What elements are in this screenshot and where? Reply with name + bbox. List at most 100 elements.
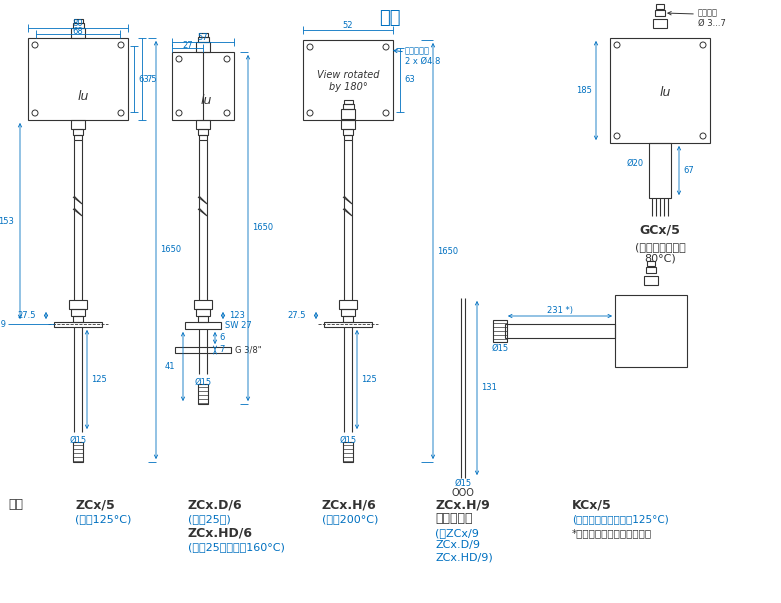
Text: 185: 185 bbox=[576, 86, 592, 95]
Bar bbox=[71, 309, 85, 316]
Text: 1650: 1650 bbox=[437, 247, 458, 256]
Text: Ø20: Ø20 bbox=[627, 159, 644, 168]
Bar bbox=[198, 37, 209, 42]
Text: 123: 123 bbox=[229, 311, 245, 320]
Text: G 3/8": G 3/8" bbox=[235, 346, 262, 355]
Text: *）其他尺寸可根据要求提供: *）其他尺寸可根据要求提供 bbox=[572, 528, 652, 538]
Bar bbox=[69, 300, 87, 309]
Bar bbox=[343, 129, 353, 135]
Text: 夹紧范围
Ø 3...7: 夹紧范围 Ø 3...7 bbox=[698, 8, 726, 27]
Bar bbox=[198, 129, 208, 135]
Bar bbox=[71, 120, 85, 129]
Bar bbox=[73, 316, 83, 322]
Text: Ømax 19: Ømax 19 bbox=[0, 320, 6, 329]
Bar bbox=[175, 347, 231, 353]
Text: 间隙孔尺寸
2 x Ø4.8: 间隙孔尺寸 2 x Ø4.8 bbox=[405, 46, 440, 65]
Text: ZCx.D/9: ZCx.D/9 bbox=[435, 540, 480, 550]
Bar bbox=[655, 10, 665, 16]
Bar bbox=[343, 316, 353, 322]
Text: 27.5: 27.5 bbox=[287, 311, 306, 320]
Text: 52: 52 bbox=[343, 22, 353, 31]
Bar bbox=[54, 322, 102, 327]
Text: Ø15: Ø15 bbox=[491, 344, 508, 353]
Bar bbox=[343, 104, 354, 109]
Text: 67: 67 bbox=[683, 166, 694, 175]
Bar bbox=[74, 19, 83, 23]
Text: ZCx.H/6: ZCx.H/6 bbox=[322, 499, 376, 511]
Text: (用于管道安装，最高125°C): (用于管道安装，最高125°C) bbox=[572, 514, 669, 524]
Text: ZCx.HD/9): ZCx.HD/9) bbox=[435, 552, 493, 562]
Bar bbox=[185, 322, 221, 329]
Bar bbox=[341, 120, 355, 129]
Bar bbox=[28, 38, 128, 120]
Bar bbox=[324, 322, 372, 327]
Bar bbox=[649, 143, 671, 198]
Bar bbox=[653, 19, 667, 28]
Text: 1650: 1650 bbox=[252, 224, 273, 233]
Text: (高达200°C): (高达200°C) bbox=[322, 514, 378, 524]
Text: 80: 80 bbox=[73, 19, 84, 28]
Bar bbox=[172, 52, 234, 120]
Text: Ø15: Ø15 bbox=[340, 435, 357, 444]
Bar bbox=[505, 324, 615, 338]
Text: 68: 68 bbox=[73, 27, 84, 36]
Bar bbox=[341, 109, 355, 119]
Text: lu: lu bbox=[659, 86, 671, 99]
Text: 41: 41 bbox=[165, 362, 175, 371]
Bar bbox=[73, 23, 84, 28]
Text: Ø15: Ø15 bbox=[455, 479, 472, 487]
Text: (最高125°C): (最高125°C) bbox=[75, 514, 131, 524]
Text: 63: 63 bbox=[404, 75, 415, 84]
Text: 131: 131 bbox=[481, 384, 497, 393]
Bar bbox=[303, 40, 393, 120]
Text: 7: 7 bbox=[219, 346, 224, 355]
Text: 27.5: 27.5 bbox=[17, 311, 36, 320]
Text: 63: 63 bbox=[138, 75, 148, 83]
Text: Ø15: Ø15 bbox=[194, 377, 212, 387]
Text: (用于壁挂，最高
80°C): (用于壁挂，最高 80°C) bbox=[635, 242, 686, 264]
Text: 231 *): 231 *) bbox=[547, 306, 573, 315]
Text: 125: 125 bbox=[361, 375, 376, 384]
Bar bbox=[646, 267, 656, 273]
Text: 6: 6 bbox=[219, 333, 224, 343]
Bar bbox=[196, 120, 210, 129]
Bar bbox=[196, 309, 210, 316]
Bar bbox=[194, 300, 212, 309]
Bar bbox=[71, 28, 85, 38]
Bar bbox=[198, 384, 208, 404]
Text: 传感器部分: 传感器部分 bbox=[435, 513, 473, 525]
Text: KCx/5: KCx/5 bbox=[572, 499, 612, 511]
Bar bbox=[344, 135, 352, 140]
Bar bbox=[344, 100, 353, 104]
Bar bbox=[656, 4, 664, 9]
Text: 尺寸: 尺寸 bbox=[380, 9, 401, 27]
Text: 75: 75 bbox=[146, 75, 157, 83]
Text: View rotated: View rotated bbox=[317, 70, 380, 80]
Bar bbox=[73, 442, 83, 462]
Text: Ø15: Ø15 bbox=[70, 435, 87, 444]
Bar bbox=[615, 295, 687, 367]
Text: ZCx.HD/6: ZCx.HD/6 bbox=[188, 526, 253, 540]
Text: lu: lu bbox=[77, 89, 89, 103]
Bar bbox=[493, 320, 507, 342]
Text: 系列: 系列 bbox=[8, 499, 23, 511]
Bar bbox=[610, 38, 710, 143]
Text: SW 27: SW 27 bbox=[225, 321, 251, 329]
Bar bbox=[196, 42, 210, 52]
Text: ZCx/5: ZCx/5 bbox=[75, 499, 115, 511]
Bar bbox=[74, 135, 82, 140]
Text: GCx/5: GCx/5 bbox=[640, 224, 680, 236]
Bar bbox=[647, 261, 655, 266]
Text: (同ZCx/9: (同ZCx/9 bbox=[435, 528, 479, 538]
Text: 57: 57 bbox=[198, 34, 209, 42]
Text: by 180°: by 180° bbox=[329, 82, 367, 92]
Bar bbox=[73, 129, 83, 135]
Text: 1650: 1650 bbox=[160, 245, 181, 254]
Bar bbox=[343, 442, 353, 462]
Bar bbox=[644, 276, 658, 285]
Bar bbox=[339, 300, 357, 309]
Text: (高达25巴，高达160°C): (高达25巴，高达160°C) bbox=[188, 542, 285, 552]
Text: (高达25巴): (高达25巴) bbox=[188, 514, 230, 524]
Bar bbox=[199, 135, 207, 140]
Text: OOO: OOO bbox=[451, 488, 474, 498]
